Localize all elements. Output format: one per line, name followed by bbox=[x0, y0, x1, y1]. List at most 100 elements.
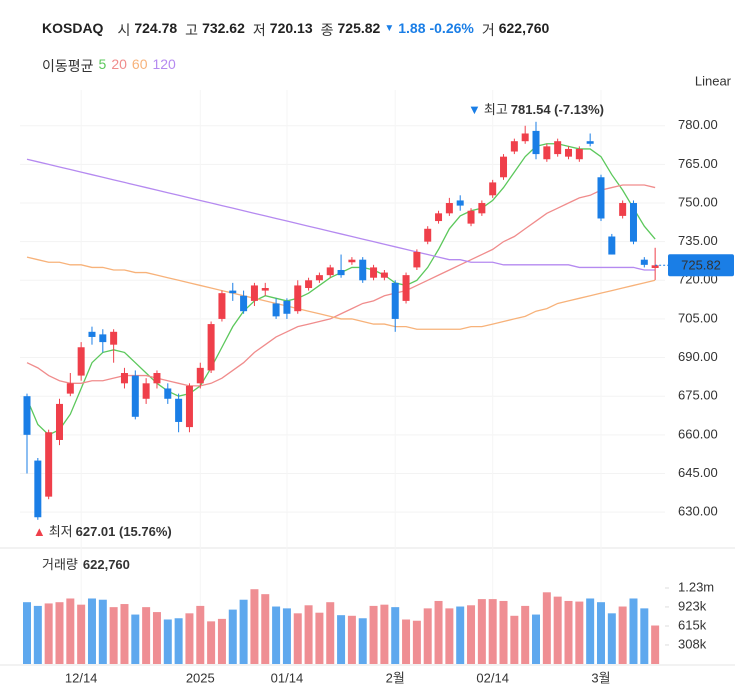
y-tick-label: 923k bbox=[678, 598, 707, 613]
volume-bar bbox=[109, 607, 118, 664]
label: 저 bbox=[252, 22, 266, 38]
candle-body bbox=[99, 334, 107, 343]
volume-bar bbox=[651, 625, 660, 664]
volume-bar bbox=[553, 596, 562, 664]
candle-body bbox=[532, 130, 540, 155]
volume-bar bbox=[185, 613, 194, 664]
volume-bar bbox=[77, 604, 86, 664]
candle-body bbox=[456, 200, 464, 206]
candle-body bbox=[629, 203, 637, 242]
candle-body bbox=[489, 182, 497, 196]
volume-bar bbox=[272, 606, 281, 664]
ma-line bbox=[26, 158, 656, 271]
candle-body bbox=[45, 432, 53, 497]
volume-bar bbox=[521, 605, 530, 664]
change-pct: -0.26% bbox=[429, 20, 474, 36]
value: 720.13 bbox=[269, 20, 313, 36]
volume-bar bbox=[163, 619, 172, 664]
volume-label: 거래량 bbox=[42, 557, 78, 572]
volume-bar bbox=[282, 608, 291, 664]
volume-bar bbox=[66, 598, 75, 664]
y-tick-label: 645.00 bbox=[678, 465, 718, 480]
volume-bar bbox=[510, 615, 519, 664]
volume-bar bbox=[586, 598, 595, 664]
volume-bar bbox=[250, 589, 259, 664]
volume-bar bbox=[196, 605, 205, 664]
volume-bar bbox=[564, 600, 573, 664]
volume-bar bbox=[98, 599, 107, 664]
volume-bar bbox=[152, 612, 161, 664]
volume-bar bbox=[261, 594, 270, 664]
candle-body bbox=[294, 285, 302, 312]
annotation-text: 최저 bbox=[49, 524, 73, 539]
ma-line bbox=[26, 184, 656, 387]
volume-bar bbox=[607, 613, 616, 664]
value: 622,760 bbox=[498, 20, 550, 36]
y-tick-label: 690.00 bbox=[678, 349, 718, 364]
volume-bar bbox=[33, 605, 42, 664]
volume-bar bbox=[640, 608, 649, 664]
x-tick-label: 3월 bbox=[591, 670, 610, 685]
candle-body bbox=[196, 367, 204, 384]
ma-line bbox=[26, 143, 656, 436]
candle-body bbox=[153, 373, 161, 384]
volume-bar bbox=[304, 605, 313, 664]
label: 종 bbox=[320, 22, 334, 38]
label: 거 bbox=[481, 22, 495, 38]
x-tick-label: 2월 bbox=[386, 670, 405, 685]
legend-entry: 5 bbox=[98, 56, 107, 72]
y-tick-label: 1.23m bbox=[678, 579, 714, 594]
x-tick-label: 02/14 bbox=[476, 670, 509, 685]
price-tag-label: 725.82 bbox=[681, 258, 721, 273]
volume-bar bbox=[445, 608, 454, 664]
volume-bar bbox=[402, 619, 411, 664]
candle-body bbox=[34, 460, 42, 518]
legend-entry: 60 bbox=[131, 56, 148, 72]
volume-bar bbox=[337, 615, 346, 664]
candle-body bbox=[315, 275, 323, 281]
candle-body bbox=[283, 300, 291, 314]
candle-body bbox=[110, 331, 118, 345]
candle-body bbox=[326, 267, 334, 276]
candle-body bbox=[424, 228, 432, 242]
volume-title: 거래량 622,760 bbox=[42, 557, 130, 572]
volume-bar bbox=[618, 606, 627, 664]
marker: ▼ bbox=[468, 102, 481, 117]
candle-body bbox=[597, 177, 605, 219]
price-tag bbox=[668, 254, 734, 277]
candle-body bbox=[413, 251, 421, 268]
legend: 이동평균 5 20 60 120 bbox=[42, 56, 176, 76]
value: 732.62 bbox=[202, 20, 245, 36]
candle-body bbox=[142, 383, 150, 399]
volume-bar bbox=[380, 604, 389, 664]
value: 724.78 bbox=[134, 20, 178, 36]
volume-bar bbox=[575, 601, 584, 664]
candle-body bbox=[175, 398, 183, 422]
header: KOSDAQ 시 724.78 고 732.62 저 720.13 종 725.82 ▼… bbox=[42, 20, 549, 40]
candle-body bbox=[391, 282, 399, 319]
x-tick-label: 12/14 bbox=[65, 670, 98, 685]
candle-body bbox=[478, 203, 486, 214]
volume-bar bbox=[467, 605, 476, 664]
candle-body bbox=[543, 146, 551, 160]
volume-bar bbox=[358, 618, 367, 664]
volume-bar bbox=[542, 592, 551, 664]
candle-body bbox=[23, 396, 31, 435]
y-tick-label: 660.00 bbox=[678, 426, 718, 441]
legend-entry: 20 bbox=[111, 56, 127, 72]
volume-bar bbox=[391, 607, 400, 664]
candle-body bbox=[586, 141, 594, 144]
candle-body bbox=[240, 295, 248, 312]
volume-bar bbox=[207, 621, 216, 664]
candle-body bbox=[55, 403, 63, 440]
volume-bar bbox=[434, 600, 443, 664]
candle-body bbox=[575, 148, 583, 160]
candle-body bbox=[337, 269, 345, 276]
volume-bar bbox=[228, 609, 237, 664]
volume-bar bbox=[477, 599, 486, 664]
candle-body bbox=[359, 259, 367, 281]
volume-bar bbox=[488, 599, 497, 664]
annotation-text: 최고 bbox=[484, 102, 508, 117]
change: 1.88 bbox=[398, 20, 426, 36]
x-tick-label: 01/14 bbox=[271, 670, 304, 685]
